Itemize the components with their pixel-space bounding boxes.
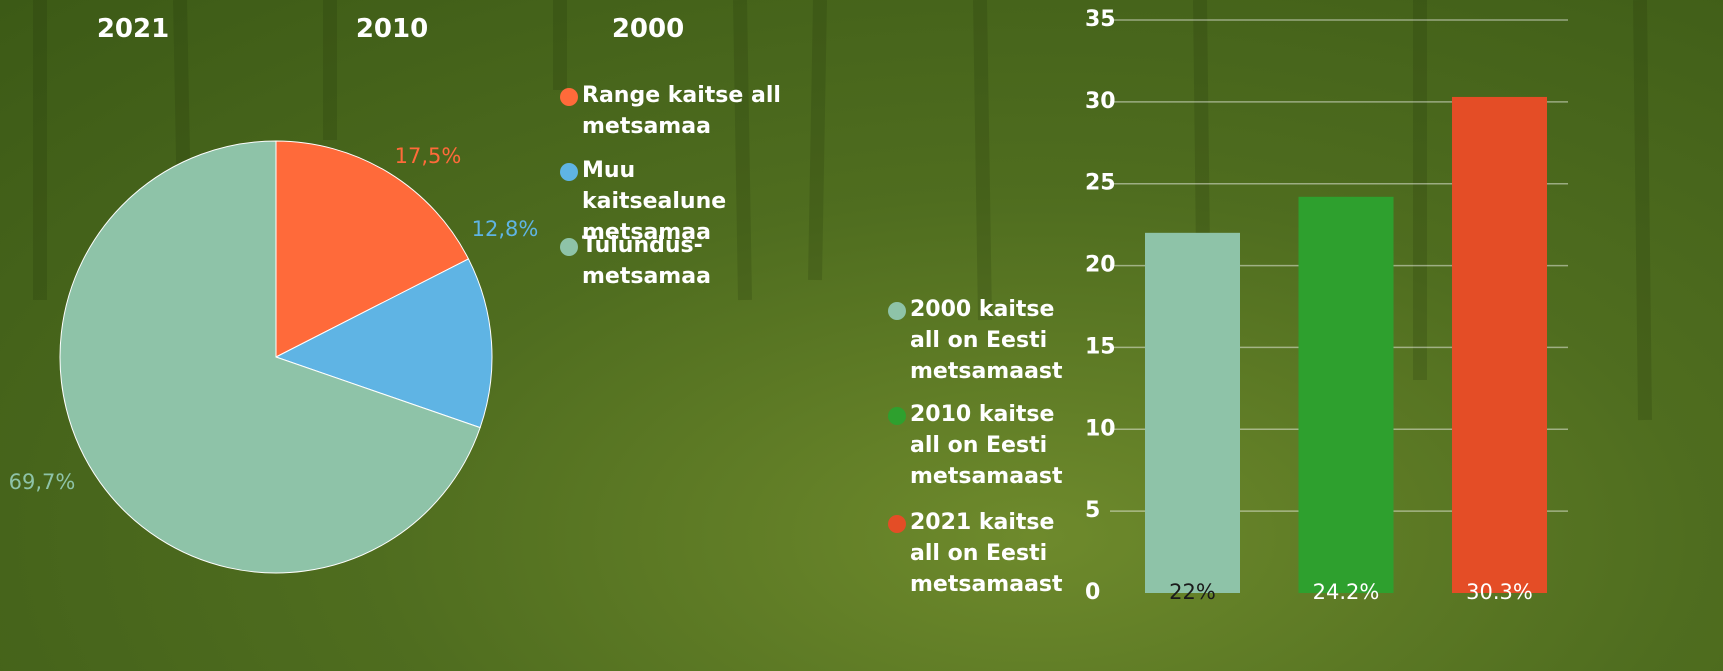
y-tick-label: 5 xyxy=(1085,498,1100,523)
pie-slice xyxy=(59,140,481,574)
year-tab[interactable]: 2000 xyxy=(588,14,708,44)
legend-label: 2000 kaitse all on Eesti metsamaast xyxy=(910,297,1063,384)
slice-label: 69,7% xyxy=(9,470,76,494)
legend-marker xyxy=(888,407,906,425)
year-tab[interactable]: 2010 xyxy=(332,14,452,44)
y-tick-label: 20 xyxy=(1085,253,1116,278)
slice-label: 17,5% xyxy=(395,144,462,168)
legend-marker xyxy=(560,163,578,181)
y-tick-label: 15 xyxy=(1085,334,1116,359)
bar-value-label: 24.2% xyxy=(1313,580,1380,604)
legend-marker xyxy=(560,88,578,106)
legend-label: Tulundus-metsamaa xyxy=(582,233,711,289)
bar xyxy=(1145,232,1240,594)
bar-value-label: 22% xyxy=(1169,580,1216,604)
legend-label: Muu kaitsealune metsamaa xyxy=(582,158,727,245)
legend-marker xyxy=(560,238,578,256)
legend-marker xyxy=(888,302,906,320)
bar xyxy=(1298,196,1394,593)
y-tick-label: 10 xyxy=(1085,416,1116,441)
bar xyxy=(1452,96,1547,594)
bar-value-label: 30.3% xyxy=(1466,580,1533,604)
pie-slice xyxy=(275,140,470,358)
slice-label: 12,8% xyxy=(472,217,539,241)
y-tick-label: 0 xyxy=(1085,580,1100,605)
y-tick-label: 35 xyxy=(1085,7,1116,32)
legend-label: 2021 kaitse all on Eesti metsamaast xyxy=(910,510,1063,597)
pie-slice xyxy=(274,258,493,429)
y-tick-label: 25 xyxy=(1085,171,1116,196)
legend-marker xyxy=(888,515,906,533)
legend-label: 2010 kaitse all on Eesti metsamaast xyxy=(910,402,1063,489)
legend-label: Range kaitse all metsamaa xyxy=(582,83,781,139)
year-tab[interactable]: 2021 xyxy=(73,14,193,44)
y-tick-label: 30 xyxy=(1085,89,1116,114)
